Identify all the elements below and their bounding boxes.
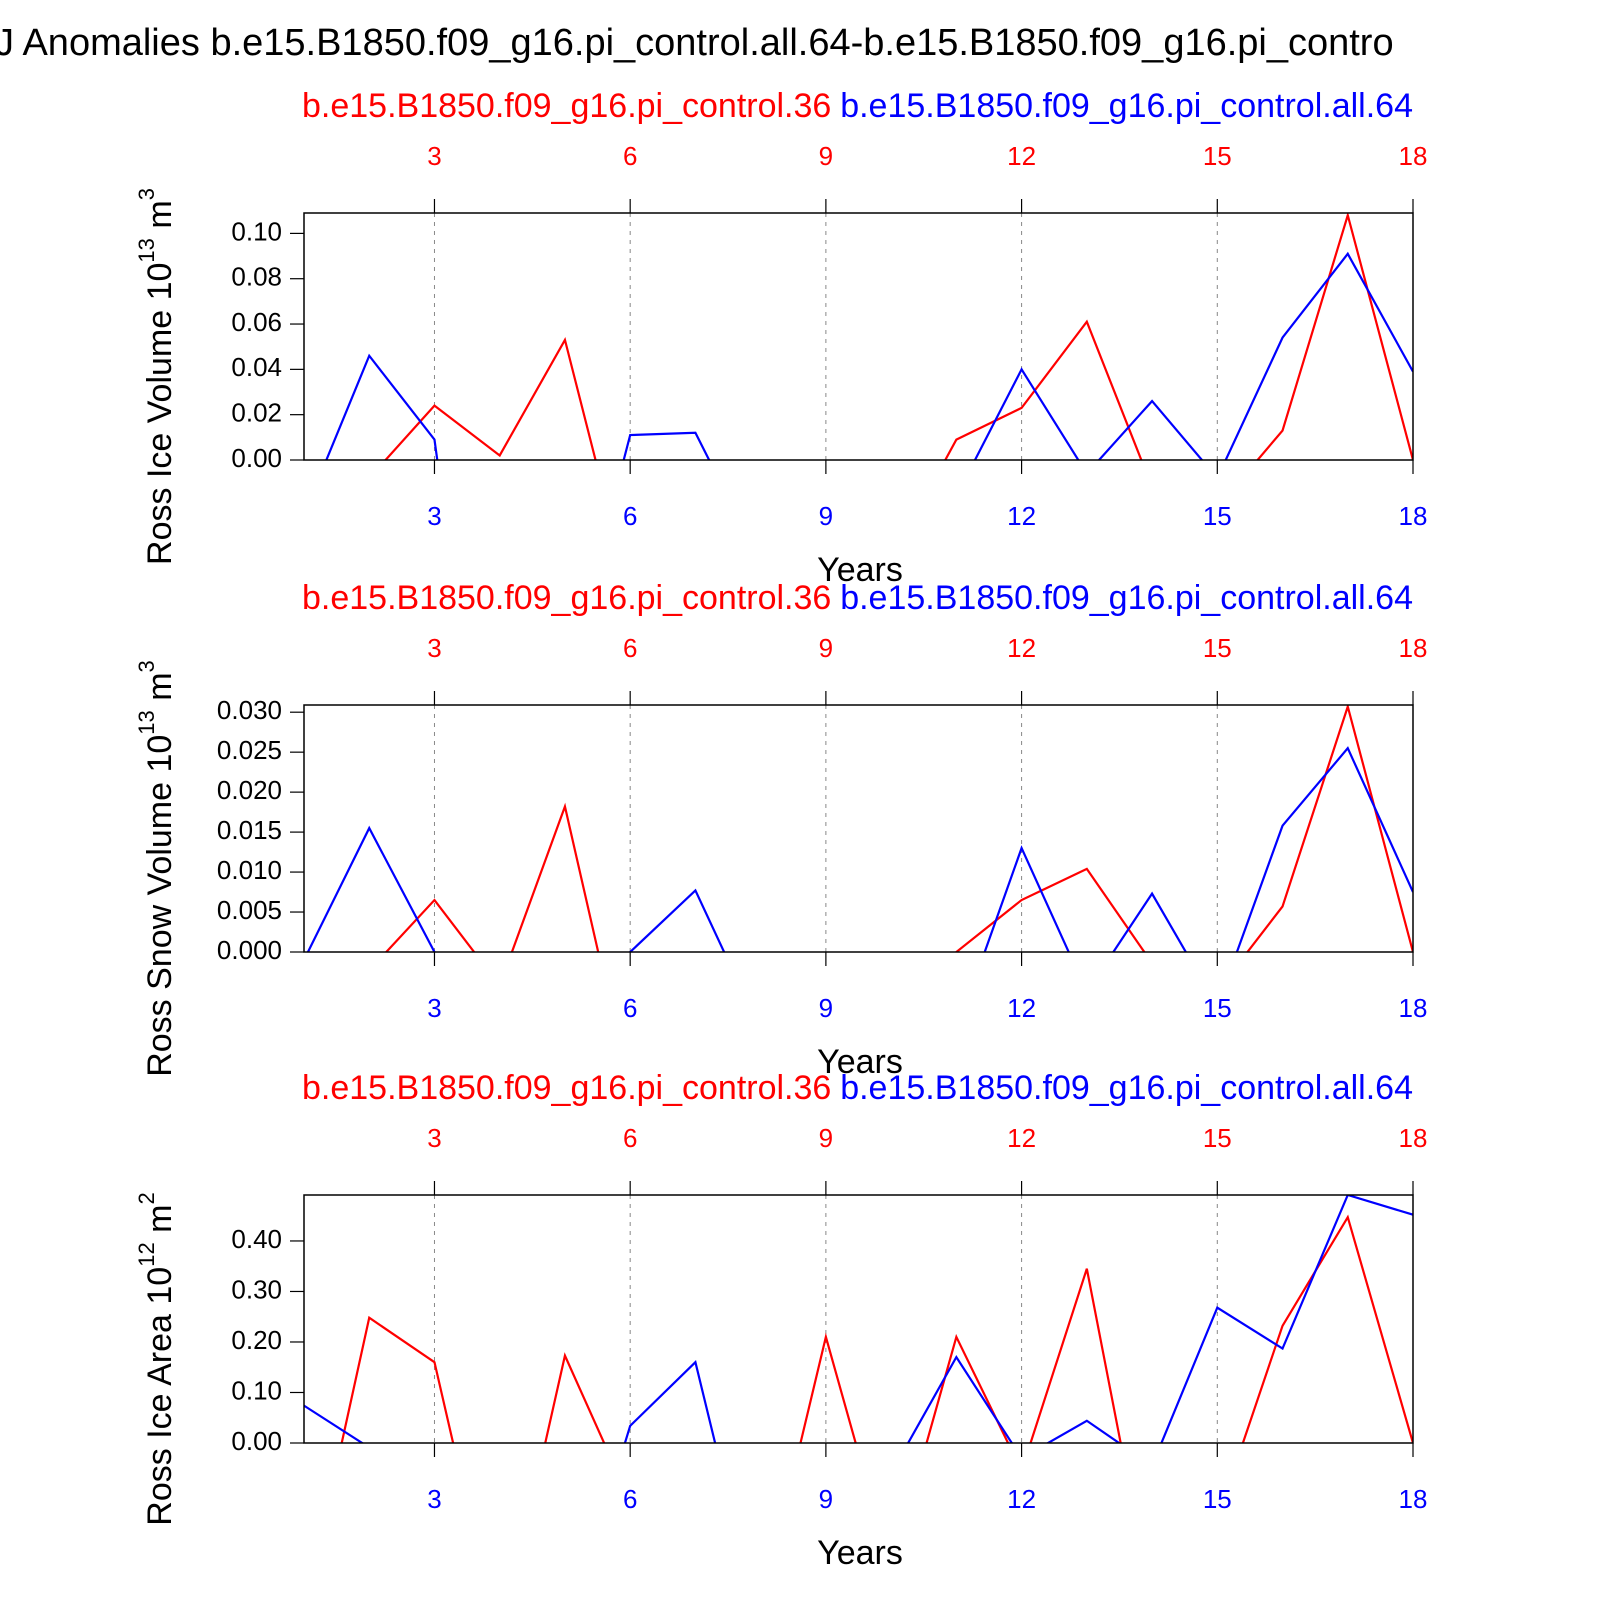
x-tick-label-top: 18 [1399,1123,1428,1153]
y-axis-title-part: Ross Snow Volume 10 [141,735,179,1077]
y-axis-title-part: 3 [134,188,159,200]
y-axis-title-part: 2 [134,1192,159,1204]
x-tick-label-top: 12 [1007,1123,1036,1153]
x-tick-label-top: 6 [623,1123,637,1153]
x-tick-label: 18 [1399,993,1428,1023]
y-axis-title-part: Ross Ice Area 10 [141,1267,179,1526]
series-line [384,213,1413,460]
x-tick-label-top: 6 [623,141,637,171]
y-tick-label: 0.015 [217,815,282,845]
x-tick-label-top: 3 [427,1123,441,1153]
x-tick-label: 6 [623,1484,637,1514]
series-line [325,251,1413,460]
x-tick-label: 15 [1203,1484,1232,1514]
x-tick-label-top: 3 [427,141,441,171]
x-tick-label-top: 3 [427,633,441,663]
x-tick-label-top: 9 [819,633,833,663]
x-axis-title: Years [817,1534,903,1572]
plot-frame [303,704,1414,953]
series-line [306,746,1413,952]
x-tick-label-top: 18 [1399,633,1428,663]
legend-label: b.e15.B1850.f09_g16.pi_control.all.64 [840,87,1413,125]
y-tick-label: 0.00 [231,1426,282,1456]
y-axis-title-part: 13 [134,710,159,734]
panel: 3 3 6 6 9 9 12 12 15 15 18 18 0.00 0.02 0.04 0.06 0.08 0.… [134,87,1428,589]
series-line [304,1195,1413,1443]
y-tick-label: 0.10 [231,1375,282,1405]
x-tick-label: 12 [1007,993,1036,1023]
y-tick-label: 0.40 [231,1224,282,1254]
x-tick-label: 12 [1007,501,1036,531]
x-tick-label-top: 12 [1007,141,1036,171]
legend-label: b.e15.B1850.f09_g16.pi_control.36 [302,579,831,617]
x-tick-label: 9 [819,501,833,531]
x-tick-label: 6 [623,993,637,1023]
legend-label: b.e15.B1850.f09_g16.pi_control.36 [302,87,831,125]
legend-label: b.e15.B1850.f09_g16.pi_control.36 [302,1069,831,1107]
x-tick-label-top: 12 [1007,633,1036,663]
x-tick-label: 3 [427,993,441,1023]
x-tick-label: 6 [623,501,637,531]
y-axis-title: Ross Ice Area 1012 m2 [134,1192,179,1525]
x-tick-label: 9 [819,1484,833,1514]
x-tick-label-top: 9 [819,1123,833,1153]
x-tick-label: 18 [1399,1484,1428,1514]
x-tick-label-top: 15 [1203,141,1232,171]
x-axis-title: Years [817,551,903,589]
x-tick-label: 12 [1007,1484,1036,1514]
y-tick-label: 0.000 [217,935,282,965]
y-tick-label: 0.20 [231,1325,282,1355]
x-tick-label-top: 18 [1399,141,1428,171]
x-tick-label: 3 [427,501,441,531]
x-tick-label: 15 [1203,993,1232,1023]
series-line [384,705,1413,952]
x-tick-label-top: 9 [819,141,833,171]
y-axis-title-part: m [141,672,179,710]
y-axis-title-part: 13 [134,238,159,262]
x-tick-label: 18 [1399,501,1428,531]
y-tick-label: 0.04 [231,352,282,382]
panel: 3 3 6 6 9 9 12 12 15 15 18 18 0.00 0.10 0.20 0.30 0.40 b.… [134,1069,1428,1572]
y-axis-title-part: Ross Ice Volume 10 [141,263,179,565]
y-axis-title: Ross Snow Volume 1013 m3 [134,660,179,1077]
panel: 3 3 6 6 9 9 12 12 15 15 18 18 0.000 0.005 0.010 0.015 0.… [134,579,1428,1081]
y-tick-label: 0.10 [231,216,282,246]
y-axis-title-part: m [141,1205,179,1243]
x-tick-label-top: 15 [1203,1123,1232,1153]
y-axis-title-part: 3 [134,660,159,672]
y-tick-label: 0.02 [231,398,282,428]
x-tick-label: 15 [1203,501,1232,531]
y-axis-title-part: 12 [134,1242,159,1266]
legend-label: b.e15.B1850.f09_g16.pi_control.all.64 [840,1069,1413,1107]
plot-frame [303,212,1414,461]
y-tick-label: 0.030 [217,695,282,725]
legend-label: b.e15.B1850.f09_g16.pi_control.all.64 [840,579,1413,617]
y-tick-label: 0.025 [217,735,282,765]
y-tick-label: 0.00 [231,443,282,473]
x-tick-label: 9 [819,993,833,1023]
y-axis-title: Ross Ice Volume 1013 m3 [134,188,179,565]
y-tick-label: 0.08 [231,262,282,292]
y-tick-label: 0.06 [231,307,282,337]
x-tick-label-top: 15 [1203,633,1232,663]
y-tick-label: 0.005 [217,895,282,925]
plot-frame [303,1194,1414,1444]
y-tick-label: 0.020 [217,775,282,805]
y-tick-label: 0.30 [231,1274,282,1304]
main-title: J Anomalies b.e15.B1850.f09_g16.pi_contr… [0,22,1394,64]
x-axis-title: Years [817,1043,903,1081]
x-tick-label: 3 [427,1484,441,1514]
y-axis-title-part: m [141,200,179,238]
y-tick-label: 0.010 [217,855,282,885]
x-tick-label-top: 6 [623,633,637,663]
